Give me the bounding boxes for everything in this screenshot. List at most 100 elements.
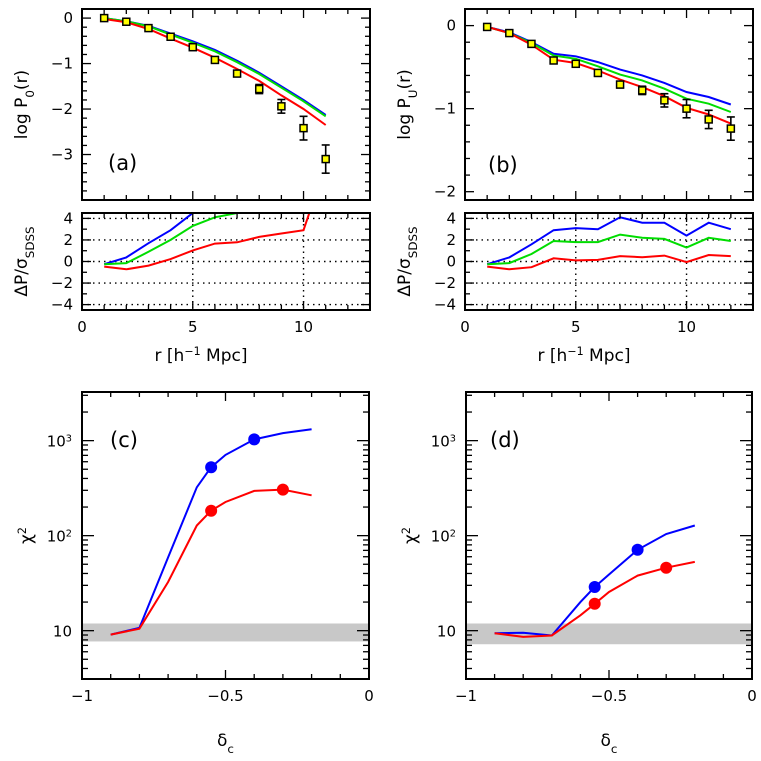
- series-line-blue: [494, 524, 696, 637]
- y-tick-label-part: 0: [446, 253, 456, 271]
- y-tick-label: −2: [51, 100, 73, 118]
- data-point: [482, 22, 492, 32]
- x-axis-title-part: c: [227, 742, 234, 756]
- data-point: [527, 39, 536, 49]
- x-tick-label-part: −0.5: [207, 687, 243, 705]
- x-tick-label: 0: [77, 318, 87, 336]
- x-axis-title-part: δ: [601, 731, 611, 751]
- y-tick-label: 10: [53, 623, 72, 641]
- plot-frame: [464, 212, 754, 311]
- panel-label-part: (b): [488, 153, 518, 177]
- plot-area: [99, 13, 330, 174]
- y-tick-label: −2: [434, 274, 456, 292]
- y-tick-label: 0: [63, 253, 73, 271]
- x-tick-label-part: −1: [71, 687, 93, 705]
- data-point: [704, 115, 713, 124]
- x-axis-title-part: Mpc]: [201, 346, 248, 366]
- y-axis-title-part: (r): [395, 69, 415, 89]
- y-tick-label-part: −4: [51, 296, 73, 314]
- x-axis-title: δc: [601, 731, 618, 756]
- x-tick-label: 5: [571, 318, 581, 336]
- y-axis-title-part: SDSS: [23, 226, 37, 258]
- y-tick-label: 2: [446, 231, 456, 249]
- y-axis-title-part: 2: [400, 527, 413, 534]
- y-tick-label-part: −3: [51, 146, 73, 164]
- x-tick-label-part: 0: [747, 687, 757, 705]
- y-axis-title-part: log P: [395, 98, 415, 140]
- y-axis-title: χ2: [400, 527, 422, 544]
- y-tick-label-part: 2: [450, 528, 456, 539]
- y-tick-label: 0: [63, 9, 73, 27]
- panel-label-part: (d): [490, 428, 520, 452]
- y-axis-title-part: ΔP/σ: [12, 258, 32, 297]
- y-axis-title: log PU(r): [395, 69, 420, 140]
- y-tick-label-part: −1: [51, 55, 73, 73]
- y-axis-title-part: χ: [17, 534, 37, 544]
- y-tick-label: 103: [47, 433, 72, 451]
- y-axis-title-part: ΔP/σ: [395, 258, 415, 297]
- x-tick-label: 10: [677, 318, 696, 336]
- y-tick-label-part: 0: [446, 17, 456, 35]
- data-point: [682, 104, 691, 113]
- data-point: [549, 56, 558, 65]
- panel-label: (a): [108, 151, 137, 175]
- y-axis-title-part: SDSS: [406, 226, 420, 258]
- y-tick-label: 2: [63, 231, 73, 249]
- x-axis-title-part: c: [611, 742, 618, 756]
- marker-blue: [631, 543, 644, 556]
- data-point: [505, 28, 514, 38]
- y-axis-title: χ2: [16, 527, 38, 544]
- x-tick-label-part: 0: [77, 318, 87, 336]
- panel-b: 0 −1 −2 log PU(r) (b): [395, 8, 754, 201]
- data-point: [99, 13, 109, 23]
- data-point: [615, 80, 625, 89]
- y-tick-label-part: −2: [434, 274, 456, 292]
- y-tick-label: 0: [446, 17, 456, 35]
- y-tick-label-part: 0: [63, 9, 73, 27]
- x-axis-title-part: r [h: [538, 346, 568, 366]
- y-axis-title-part: (r): [12, 70, 32, 90]
- y-axis-title-part: 0: [23, 90, 37, 98]
- marker-blue: [205, 461, 218, 474]
- marker-blue: [588, 581, 601, 594]
- y-tick-label: 103: [431, 433, 456, 451]
- chi2-band: [82, 623, 369, 642]
- y-axis-title: log P0(r): [12, 70, 37, 139]
- y-tick-label-part: 2: [446, 231, 456, 249]
- y-tick-label-part: −2: [51, 100, 73, 118]
- panel-a: 0 −1 −2 −3 log P0(r) (a): [12, 8, 371, 201]
- x-tick-label-part: 0: [460, 318, 470, 336]
- x-axis-title-part: −1: [184, 345, 200, 358]
- data-point: [660, 96, 669, 105]
- y-tick-label-part: 10: [437, 623, 456, 641]
- x-tick-label: 0: [460, 318, 470, 336]
- marker-red: [588, 597, 601, 610]
- x-axis-title-part: δ: [217, 731, 227, 751]
- y-axis-title-part: χ: [401, 534, 421, 544]
- x-tick-label: −1: [71, 687, 93, 705]
- x-axis-title: r [h−1 Mpc]: [538, 345, 631, 367]
- y-tick-label-part: −2: [434, 183, 456, 201]
- data-point: [637, 86, 647, 95]
- data-point: [166, 32, 175, 41]
- x-tick-label: −1: [455, 687, 477, 705]
- y-tick-label: 102: [47, 528, 72, 546]
- x-axis-title-part: Mpc]: [584, 346, 631, 366]
- y-tick-label-part: −2: [51, 274, 73, 292]
- y-tick-label-part: 2: [66, 528, 72, 539]
- x-axis-title-part: −1: [567, 345, 583, 358]
- data-point: [726, 124, 736, 133]
- series-line-red: [104, 213, 311, 271]
- y-tick-label-part: 10: [431, 433, 450, 451]
- data-point: [571, 59, 581, 69]
- data-point: [144, 23, 153, 33]
- y-tick-label-part: 10: [47, 528, 66, 546]
- y-tick-label-part: 10: [47, 433, 66, 451]
- plot-area: [482, 22, 736, 142]
- y-tick-label: −1: [434, 100, 456, 118]
- marker-blue: [248, 433, 261, 446]
- data-point: [299, 123, 308, 133]
